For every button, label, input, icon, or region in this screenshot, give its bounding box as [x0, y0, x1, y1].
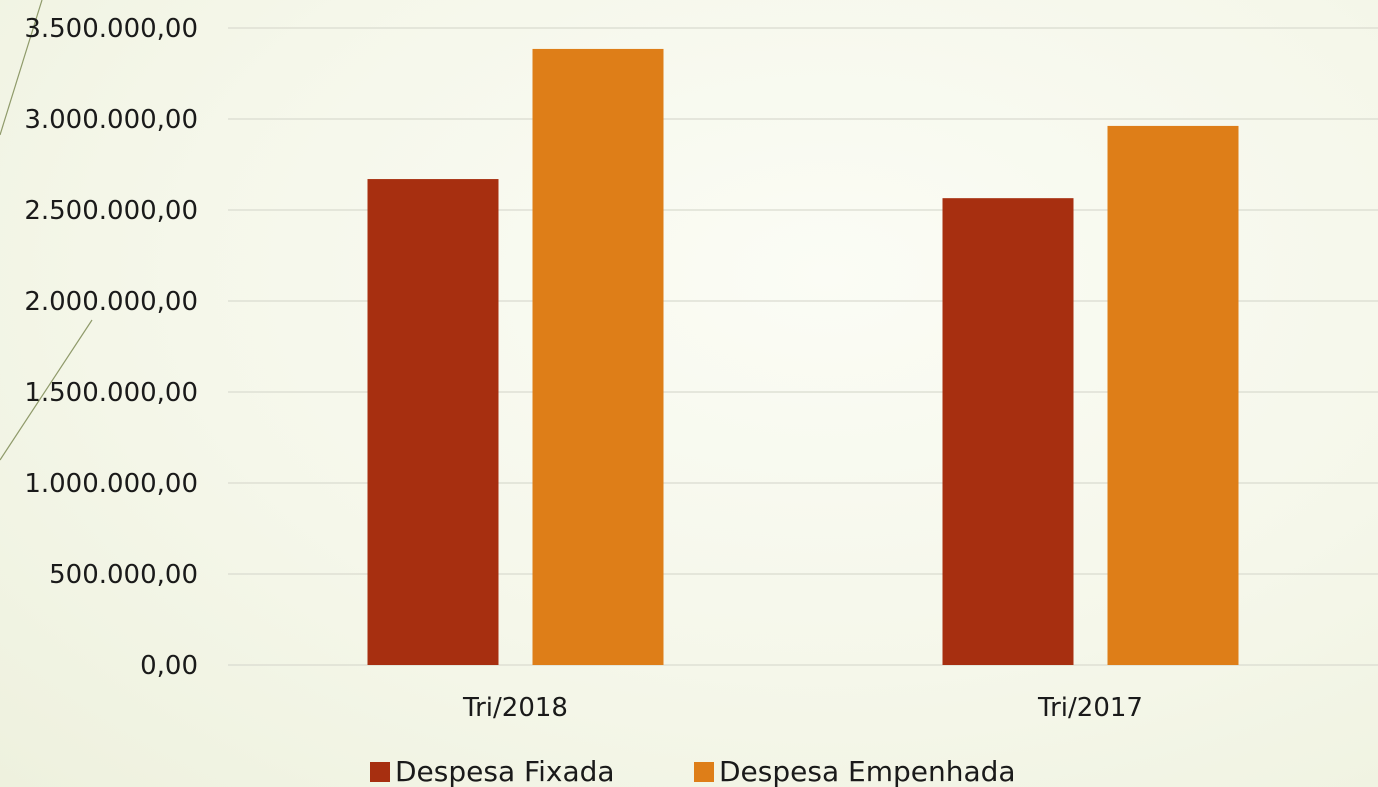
y-tick-label: 1.000.000,00	[24, 469, 198, 499]
decorative-line-bottom	[0, 319, 93, 461]
y-tick-label: 3.000.000,00	[24, 105, 198, 135]
bars	[367, 48, 1239, 666]
legend: Despesa Fixada Despesa Empenhada	[370, 755, 1016, 787]
y-tick-label: 500.000,00	[49, 560, 198, 590]
decorative-line-top	[0, 0, 43, 136]
y-tick-label: 1.500.000,00	[24, 378, 198, 408]
legend-label: Despesa Empenhada	[719, 755, 1016, 787]
y-tick-label: 3.500.000,00	[24, 14, 198, 44]
bar-despesa-empenhada	[1107, 125, 1239, 665]
y-axis-tick-labels: 0,00 500.000,00 1.000.000,00 1.500.000,00 2.…	[24, 14, 198, 681]
y-tick-label: 0,00	[140, 651, 198, 681]
bar-despesa-fixada	[942, 198, 1074, 666]
y-tick-label: 2.000.000,00	[24, 287, 198, 317]
legend-label: Despesa Fixada	[395, 755, 615, 787]
x-category-label: Tri/2018	[462, 693, 568, 723]
x-category-label: Tri/2017	[1037, 693, 1143, 723]
x-axis-category-labels: Tri/2018 Tri/2017	[462, 693, 1143, 723]
legend-swatch	[370, 762, 390, 782]
legend-swatch	[694, 762, 714, 782]
bar-despesa-empenhada	[532, 48, 664, 666]
bar-despesa-fixada	[367, 179, 499, 665]
y-tick-label: 2.500.000,00	[24, 196, 198, 226]
